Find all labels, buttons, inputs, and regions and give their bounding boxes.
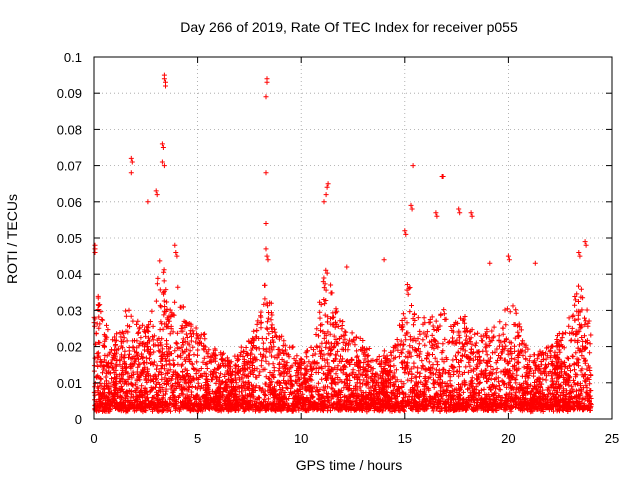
x-tick-label: 10	[294, 431, 308, 446]
y-tick-label: 0.03	[57, 303, 82, 318]
roti-markers	[91, 72, 594, 415]
y-tick-label: 0.1	[64, 50, 82, 65]
y-tick-label: 0	[75, 412, 82, 427]
y-tick-label: 0.09	[57, 86, 82, 101]
y-tick-label: 0.08	[57, 122, 82, 137]
y-tick-label: 0.07	[57, 159, 82, 174]
x-axis-title: GPS time / hours	[296, 457, 403, 473]
x-tick-label: 0	[90, 431, 97, 446]
y-tick-label: 0.06	[57, 195, 82, 210]
x-tick-label: 20	[501, 431, 515, 446]
y-tick-label: 0.02	[57, 340, 82, 355]
x-tick-label: 5	[194, 431, 201, 446]
tick-labels: 0 0.01 0.02 0.03 0.04 0.05 0.06 0.07 0.08 0.09 0.1…	[57, 50, 620, 446]
data-points	[91, 72, 594, 415]
y-tick-label: 0.05	[57, 231, 82, 246]
y-tick-label: 0.04	[57, 267, 82, 282]
grid-lines	[94, 57, 612, 419]
y-tick-label: 0.01	[57, 376, 82, 391]
x-tick-label: 15	[398, 431, 412, 446]
chart-title: Day 266 of 2019, Rate Of TEC Index for r…	[180, 19, 518, 35]
y-axis-title: ROTI / TECUs	[4, 194, 20, 284]
axis-ticks	[93, 56, 613, 420]
x-tick-label: 25	[605, 431, 619, 446]
